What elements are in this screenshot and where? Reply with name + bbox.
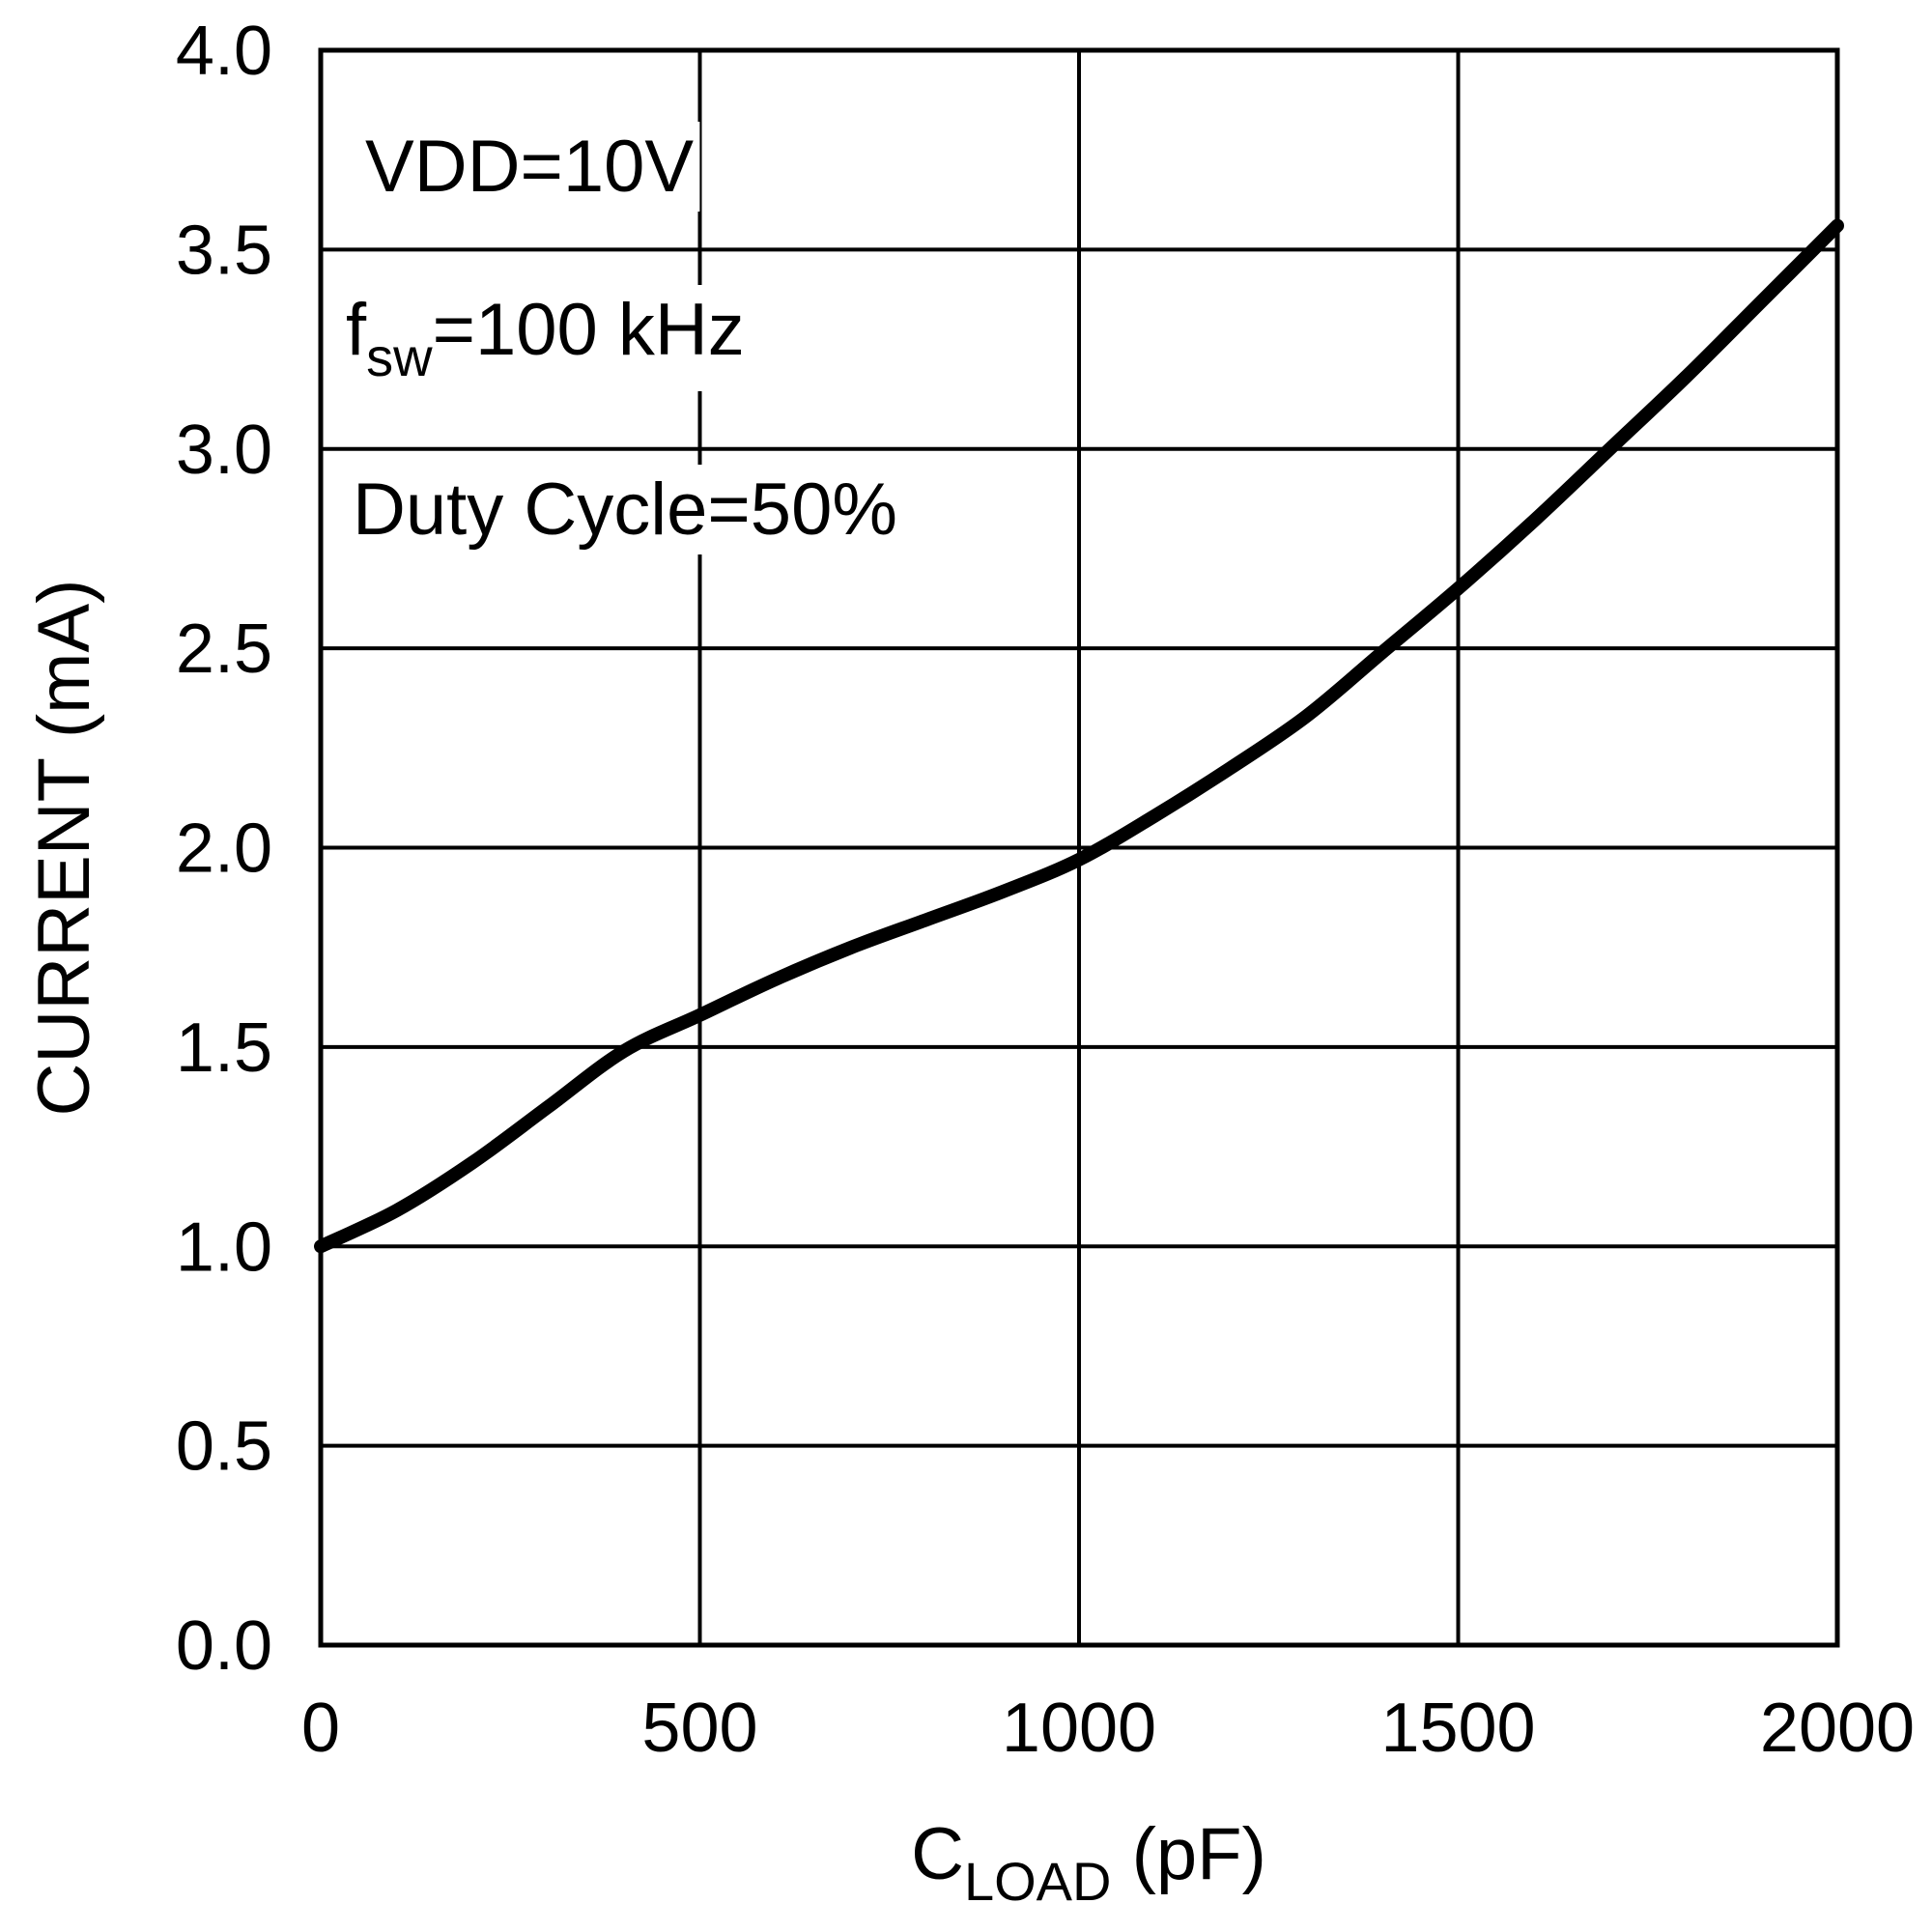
series-line-current	[314, 218, 1844, 1254]
annotation-main: Duty Cycle=50%	[353, 469, 897, 551]
annotation-background	[340, 285, 751, 391]
annotation-main: VDD=10V	[365, 126, 694, 208]
annotation-background	[347, 465, 903, 554]
x-tick-label: 2000	[1760, 1690, 1915, 1767]
x-tick-labels: 0 500 1000 1500 2000	[301, 1690, 1915, 1767]
y-tick-label: 1.0	[176, 1208, 272, 1286]
annotation-text: fsw=100 kHz	[346, 289, 745, 387]
annotation-main: f	[346, 289, 367, 371]
y-tick-label: 1.5	[176, 1009, 272, 1087]
annotation: VDD=10V	[359, 122, 700, 212]
x-axis-title-main: C	[911, 1813, 964, 1895]
y-tick-labels: 0.0 0.5 1.0 1.5 2.0 2.5 3.0 3.5 4.0	[176, 13, 272, 1685]
annotation-rest: =100 kHz	[433, 289, 745, 371]
series-layer	[314, 218, 1844, 1254]
annotations: VDD=10V fsw=100 kHz Duty Cycle=50%	[340, 122, 903, 554]
annotation-sub: sw	[366, 327, 433, 387]
y-tick-label: 3.0	[176, 412, 272, 489]
annotation-text: Duty Cycle=50%	[353, 469, 897, 551]
x-axis-title-unit: (pF)	[1111, 1813, 1265, 1895]
y-tick-label: 2.5	[176, 611, 272, 688]
x-tick-label: 500	[641, 1690, 757, 1767]
x-axis-title: CLOAD (pF)	[911, 1813, 1266, 1912]
annotation: Duty Cycle=50%	[347, 465, 903, 554]
y-tick-label: 3.5	[176, 212, 272, 289]
annotation-background	[359, 122, 700, 212]
y-tick-label: 4.0	[176, 13, 272, 90]
grid	[321, 50, 1837, 1645]
y-tick-label: 0.5	[176, 1408, 272, 1486]
x-tick-label: 1000	[1002, 1690, 1156, 1767]
annotation-text: VDD=10V	[365, 126, 694, 208]
y-tick-label: 0.0	[176, 1607, 272, 1685]
plot-frame	[318, 47, 1840, 1648]
annotation: fsw=100 kHz	[340, 285, 751, 391]
y-axis-title: CURRENT (mA)	[23, 580, 105, 1117]
x-axis-title-sub: LOAD	[964, 1851, 1112, 1912]
x-tick-label: 1500	[1380, 1690, 1535, 1767]
x-tick-label: 0	[301, 1690, 340, 1767]
y-tick-label: 2.0	[176, 810, 272, 888]
